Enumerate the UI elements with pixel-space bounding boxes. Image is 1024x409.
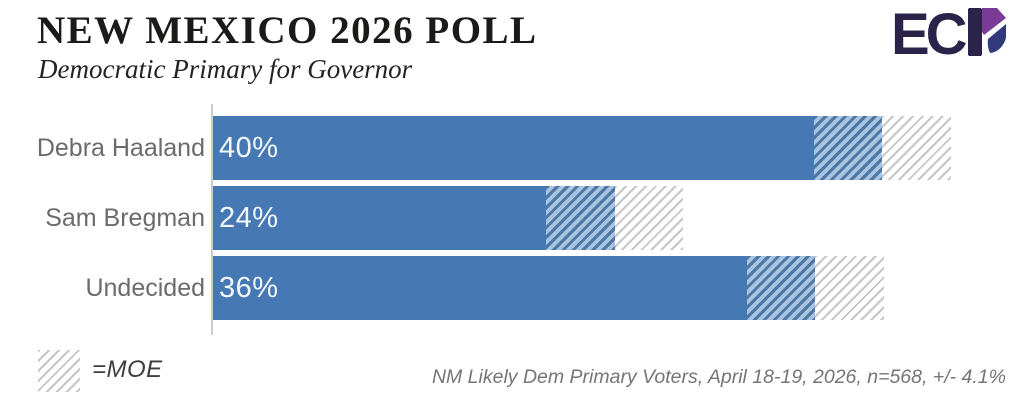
bar-moe-upper-segment bbox=[614, 186, 684, 250]
bar-moe-lower-segment bbox=[746, 256, 816, 320]
bar: 36% bbox=[213, 256, 885, 320]
logo-ec-text: EC bbox=[894, 8, 967, 56]
bar-row: Undecided 36% bbox=[0, 256, 1024, 320]
bar-value: 40% bbox=[219, 131, 279, 164]
source-footnote: NM Likely Dem Primary Voters, April 18-1… bbox=[431, 366, 1006, 388]
bar-solid-segment: 40% bbox=[213, 116, 814, 180]
bar-solid-segment: 24% bbox=[213, 186, 547, 250]
bar: 40% bbox=[213, 116, 951, 180]
bar-moe-upper-segment bbox=[815, 256, 885, 320]
bar-solid-segment: 36% bbox=[213, 256, 747, 320]
logo-p-navy-shape bbox=[987, 24, 1006, 53]
bar-value: 24% bbox=[219, 201, 279, 234]
bar-moe-lower-segment bbox=[813, 116, 883, 180]
logo-p-purple-shape bbox=[982, 8, 1006, 35]
bar-label: Sam Bregman bbox=[45, 204, 205, 232]
bar-label: Debra Haaland bbox=[36, 134, 205, 162]
bar-value: 36% bbox=[219, 271, 279, 304]
moe-hatch-legend-swatch bbox=[38, 350, 80, 392]
moe-legend-label: =MOE bbox=[92, 356, 163, 383]
page-title: NEW MEXICO 2026 POLL bbox=[37, 9, 538, 52]
bar-moe-lower-segment bbox=[546, 186, 615, 250]
bar-moe-upper-segment bbox=[882, 116, 951, 180]
bar-label: Undecided bbox=[85, 274, 205, 302]
y-axis-line bbox=[211, 104, 213, 335]
bar: 24% bbox=[213, 186, 684, 250]
logo-p-stem bbox=[968, 8, 982, 56]
ecp-logo-icon: EC bbox=[894, 8, 1006, 56]
page-subtitle: Democratic Primary for Governor bbox=[38, 54, 413, 84]
bar-row: Sam Bregman 24% bbox=[0, 186, 1024, 250]
bar-row: Debra Haaland 40% bbox=[0, 116, 1024, 180]
